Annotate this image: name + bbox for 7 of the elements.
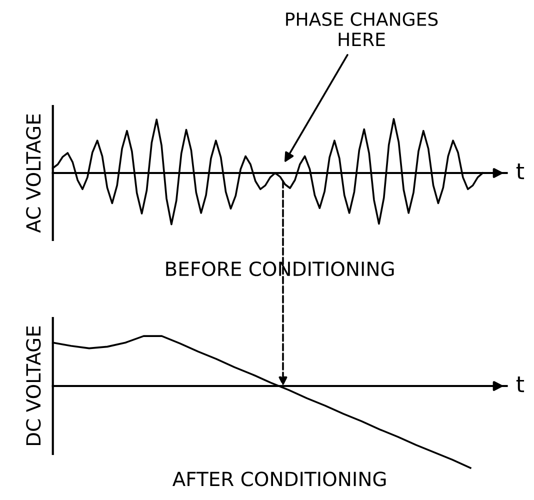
text: BEFORE CONDITIONING — [166, 261, 394, 276]
x-axis-title: t — [516, 376, 524, 392]
y-axis-title: DC VOLTAGE — [26, 326, 41, 446]
text: PHASE CHANGES HERE — [286, 12, 438, 46]
y-axis-title: AC VOLTAGE — [26, 114, 41, 233]
x-axis-title: t — [516, 164, 524, 180]
text: AFTER CONDITIONING — [172, 472, 386, 486]
